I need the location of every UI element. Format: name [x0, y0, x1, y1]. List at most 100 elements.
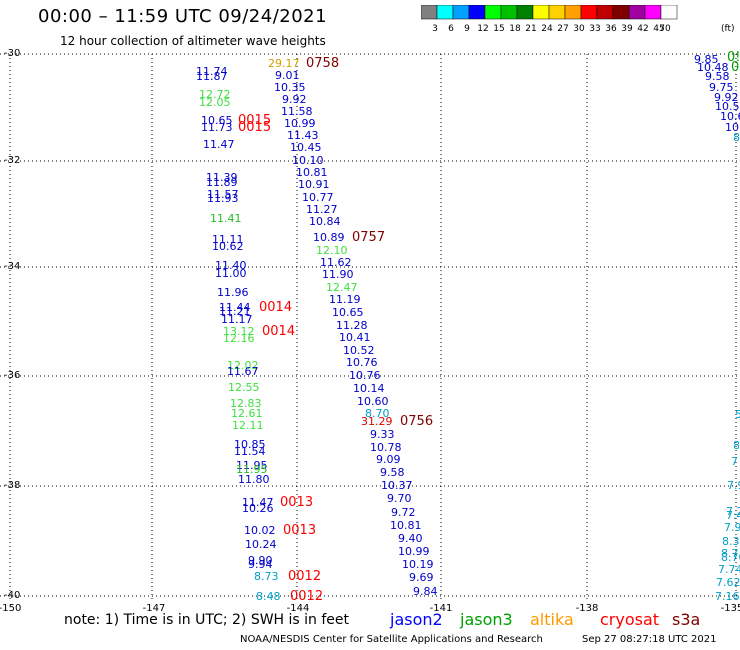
- wave-height-value: 11.28: [336, 319, 368, 332]
- wave-height-value: 10.77: [302, 191, 334, 204]
- colorbar-label: 15: [493, 24, 504, 34]
- wave-height-value: 11.47: [242, 496, 274, 509]
- wave-height-value: 11.74: [196, 65, 228, 78]
- pass-time-label: 0756: [400, 414, 434, 429]
- wave-height-value: 8.70: [721, 551, 740, 564]
- wave-height-value: 10.41: [339, 331, 371, 344]
- wave-height-value: 11.90: [322, 268, 354, 281]
- wave-height-value: 11.95: [236, 459, 268, 472]
- wave-height-value: 5: [735, 408, 740, 421]
- wave-height-value: 8.7: [721, 547, 739, 560]
- colorbar-label: 18: [509, 24, 521, 34]
- wave-height-value: 11.67: [227, 365, 259, 378]
- wave-height-value: 10.48: [697, 61, 729, 74]
- wave-height-value: 11.40: [215, 259, 247, 272]
- colorbar-label: 45: [653, 24, 664, 34]
- wave-height-value: 11.80: [238, 473, 270, 486]
- longitude-label: -147: [142, 603, 166, 614]
- colorbar-label: 3: [432, 24, 438, 34]
- pass-time-label: 0013: [283, 523, 317, 538]
- wave-height-value: 11.27: [306, 203, 338, 216]
- wave-height-value: 9.94: [248, 558, 273, 571]
- longitude-label: -150: [0, 603, 22, 614]
- wave-height-value: 9.40: [398, 532, 423, 545]
- wave-height-value: 10.37: [381, 479, 413, 492]
- wave-height-value: 10.: [725, 121, 740, 134]
- wave-height-value: 9.69: [409, 571, 434, 584]
- pass-time-label: 0015: [238, 120, 272, 135]
- wave-height-value: 12.10: [316, 244, 348, 257]
- wave-height-value: 9.58: [380, 466, 405, 479]
- wave-height-value: 12.02: [227, 359, 259, 372]
- wave-height-value: 9.33: [370, 428, 395, 441]
- wave-height-value: 9.70: [387, 492, 412, 505]
- wave-height-value: 10.19: [402, 558, 434, 571]
- wave-height-value: 12.55: [228, 381, 260, 394]
- wave-height-value: 8: [733, 439, 740, 452]
- wave-height-value: 10.14: [353, 382, 385, 395]
- wave-height-value: 10.76: [349, 369, 381, 382]
- wave-height-value: 10.89: [313, 231, 345, 244]
- wave-height-value: 10.84: [309, 215, 341, 228]
- colorbar-label: 9: [464, 24, 470, 34]
- wave-height-value: 11.57: [207, 188, 239, 201]
- wave-height-value: 9.09: [376, 453, 401, 466]
- footer-credit: NOAA/NESDIS Center for Satellite Applica…: [240, 634, 543, 645]
- wave-height-value: 8.70: [365, 407, 390, 420]
- wave-height-value: 10.81: [390, 519, 422, 532]
- wave-height-value: 11.00: [215, 267, 247, 280]
- wave-height-value: 11.95: [236, 463, 268, 476]
- wave-height-value: 10.78: [370, 441, 402, 454]
- wave-height-value: 11.21: [219, 305, 251, 318]
- wave-height-value: 11.44: [219, 301, 251, 314]
- wave-height-value: 10.24: [245, 538, 277, 551]
- pass-time-label: 0015: [238, 113, 272, 128]
- wave-height-value: 10.76: [346, 356, 378, 369]
- wave-height-value: 10.65: [332, 306, 364, 319]
- footer-timestamp: Sep 27 08:27:18 UTC 2021: [582, 634, 717, 645]
- wave-height-value: 10.6: [720, 110, 740, 123]
- wave-height-value: 0: [731, 60, 740, 75]
- pass-time-label: 0758: [306, 56, 340, 71]
- satellite-legend-altika: altika: [530, 610, 574, 629]
- colorbar-label: 12: [477, 24, 488, 34]
- wave-height-value: 9.92: [714, 91, 739, 104]
- wave-height-value: 9.01: [275, 69, 300, 82]
- wave-height-value: 10.50: [715, 100, 740, 113]
- wave-height-value: 7.9: [727, 479, 740, 492]
- latitude-label: -36: [4, 370, 21, 381]
- pass-time-label: 0012: [290, 589, 324, 604]
- colorbar-label: 27: [557, 24, 568, 34]
- wave-height-value: 7.62: [716, 576, 740, 589]
- wave-height-value: 11.58: [281, 105, 313, 118]
- wave-height-value: 11.47: [203, 138, 235, 151]
- wave-height-value: 13.12: [223, 325, 255, 338]
- wave-height-value: 9.72: [391, 506, 416, 519]
- colorbar-label: 21: [525, 24, 536, 34]
- colorbar-label: 30: [573, 24, 585, 34]
- colorbar-label: 33: [589, 24, 600, 34]
- wave-height-value: 10.35: [274, 81, 306, 94]
- colorbar-label: 70: [659, 24, 671, 34]
- wave-height-value: 12.47: [326, 281, 358, 294]
- wave-height-value: 9.85: [694, 53, 719, 66]
- pass-time-label: 0757: [352, 230, 386, 245]
- wave-height-value: 11.43: [287, 129, 319, 142]
- wave-height-value: 9.84: [413, 585, 438, 598]
- satellite-legend-jason3: jason3: [460, 610, 513, 629]
- colorbar-unit: (ft): [721, 24, 735, 34]
- wave-height-value: 10.52: [343, 344, 375, 357]
- wave-height-value: 10.10: [292, 154, 324, 167]
- pass-time-label: 0014: [259, 300, 293, 315]
- satellite-legend-jason2: jason2: [390, 610, 443, 629]
- wave-height-value: 11.87: [196, 70, 228, 83]
- latitude-label: -38: [4, 480, 21, 491]
- wave-height-value: 31.29: [361, 415, 393, 428]
- wave-height-value: 10.91: [298, 178, 330, 191]
- legend-note: note: 1) Time is in UTC; 2) SWH is in fe…: [64, 612, 350, 628]
- wave-height-value: 7.4: [726, 509, 740, 522]
- wave-height-value: 8: [733, 131, 740, 144]
- wave-height-value: 0!: [727, 50, 740, 65]
